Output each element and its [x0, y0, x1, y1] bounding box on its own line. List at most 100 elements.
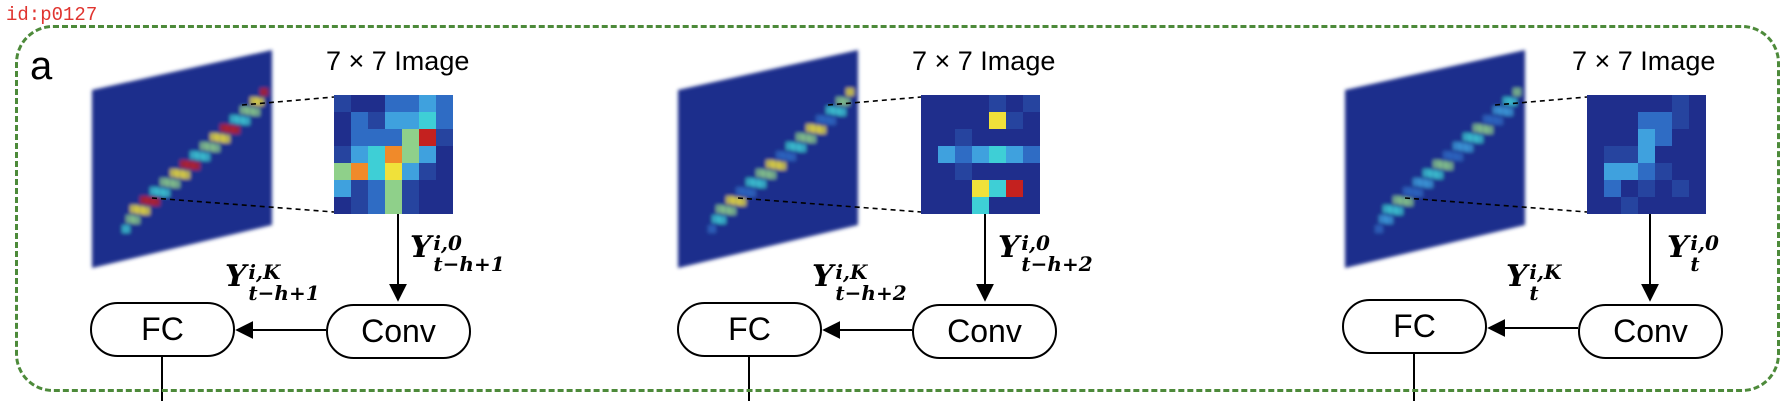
heatmap-sheet-pixel — [216, 134, 224, 142]
zoom-grid-1 — [334, 95, 453, 214]
heatmap-sheet-pixel — [1475, 135, 1483, 143]
heatmap-sheet-pixel — [786, 142, 794, 150]
zoom-cell — [1587, 197, 1604, 214]
heatmap-sheet-pixel — [166, 179, 174, 187]
heatmap-sheet-pixel — [1439, 161, 1447, 169]
image-label-3: 7 × 7 Image — [1572, 46, 1716, 76]
zoom-cell — [436, 163, 453, 180]
zoom-cell — [955, 163, 972, 180]
heatmap-sheet-pixel — [236, 116, 244, 124]
zoom-cell — [1655, 163, 1672, 180]
zoom-cell — [402, 180, 419, 197]
heatmap-sheet-pixel — [802, 134, 810, 142]
heatmap-sheet-pixel — [192, 162, 200, 170]
heatmap-sheet-pixel — [206, 143, 214, 151]
heatmap-sheet-pixel — [180, 160, 188, 168]
heatmap-sheet-pixel — [250, 97, 258, 105]
zoom-cell — [1638, 129, 1655, 146]
zoom-cell — [1689, 129, 1706, 146]
heatmap-sheet-pixel — [776, 151, 784, 159]
zoom-cell — [368, 112, 385, 129]
image-label-1: 7 × 7 Image — [326, 46, 470, 76]
zoom-cell — [1638, 163, 1655, 180]
heatmap-sheet-pixel — [152, 198, 160, 206]
heatmap-sheet-pixel — [1503, 97, 1511, 105]
heatmap-sheet-pixel — [822, 116, 830, 124]
heatmap-sheet-1 — [92, 50, 272, 268]
heatmap-sheet-pixel — [1375, 225, 1383, 233]
zoom-cell — [1638, 197, 1655, 214]
heatmap-sheet-pixel — [728, 207, 736, 215]
heatmap-sheet-pixel — [1509, 98, 1517, 106]
heatmap-sheet-pixel — [242, 117, 250, 125]
heatmap-sheet-pixel — [792, 143, 800, 151]
zoom-cell — [955, 129, 972, 146]
heatmap-sheet-pixel — [1505, 108, 1513, 116]
zoom-connector-bottom — [1404, 197, 1588, 213]
zoom-cell — [368, 197, 385, 214]
zoom-cell — [334, 163, 351, 180]
zoom-cell — [972, 180, 989, 197]
zoom-cell — [436, 112, 453, 129]
zoom-cell — [1638, 95, 1655, 112]
heatmap-sheet-pixel — [788, 153, 796, 161]
heatmap-sheet-pixel — [1419, 179, 1427, 187]
heatmap-sheet-pixel — [1449, 152, 1457, 160]
zoom-cell — [419, 197, 436, 214]
heatmap-sheet-pixel — [1465, 144, 1473, 152]
heatmap-sheet-pixel — [1379, 215, 1387, 223]
zoom-cell — [1006, 180, 1023, 197]
zoom-cell — [1587, 112, 1604, 129]
heatmap-sheet-pixel — [1459, 143, 1467, 151]
zoom-connector-top — [1494, 96, 1588, 106]
zoom-cell — [972, 129, 989, 146]
heatmap-sheet-pixel — [736, 187, 744, 195]
heatmap-sheet-pixel — [1495, 117, 1503, 125]
heatmap-sheet-pixel — [816, 115, 824, 123]
heatmap-sheet-pixel — [170, 169, 178, 177]
zoom-connector-bottom — [737, 197, 922, 213]
zoom-cell — [921, 129, 938, 146]
panel-border — [15, 25, 1780, 392]
zoom-cell — [1689, 197, 1706, 214]
zoom-cell — [1621, 112, 1638, 129]
zoom-cell — [436, 129, 453, 146]
zoom-cell — [385, 112, 402, 129]
heatmap-sheet-pixel — [1389, 206, 1397, 214]
zoom-cell — [921, 197, 938, 214]
heatmap-sheet-pixel — [246, 107, 254, 115]
heatmap-sheet-pixel — [1403, 187, 1411, 195]
zoom-cell — [419, 180, 436, 197]
heatmap-sheet-pixel — [126, 215, 134, 223]
zoom-cell — [1621, 95, 1638, 112]
heatmap-sheet-2 — [678, 50, 858, 268]
heatmap-sheet-pixel — [1443, 151, 1451, 159]
heatmap-sheet-pixel — [1463, 133, 1471, 141]
zoom-cell — [1587, 163, 1604, 180]
heatmap-sheet-pixel — [732, 197, 740, 205]
heatmap-sheet-pixel — [726, 196, 734, 204]
zoom-cell — [1672, 95, 1689, 112]
heatmap-sheet-pixel — [796, 133, 804, 141]
heatmap-sheet-pixel — [1493, 106, 1501, 114]
zoom-cell — [1621, 163, 1638, 180]
heatmap-sheet-pixel — [778, 162, 786, 170]
heatmap-sheet-pixel — [1433, 160, 1441, 168]
heatmap-sheet-pixel — [756, 169, 764, 177]
zoom-cell — [334, 112, 351, 129]
heatmap-sheet-pixel — [190, 151, 198, 159]
heatmap-sheet-pixel — [156, 188, 164, 196]
zoom-cell — [1604, 95, 1621, 112]
heatmap-sheet-pixel — [162, 189, 170, 197]
heatmap-sheet-pixel — [172, 180, 180, 188]
heatmap-sheet-pixel — [1469, 134, 1477, 142]
heatmap-sheet-pixel — [182, 171, 190, 179]
zoom-cell — [351, 129, 368, 146]
zoom-cell — [436, 146, 453, 163]
zoom-cell — [1587, 95, 1604, 112]
heatmap-sheet-pixel — [1393, 196, 1401, 204]
